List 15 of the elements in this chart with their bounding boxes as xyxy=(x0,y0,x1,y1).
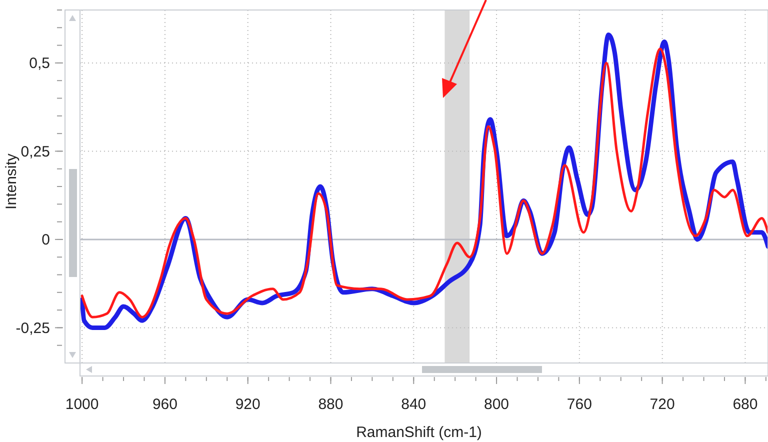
x-tick-label: 920 xyxy=(235,396,260,413)
x-tick-label: 720 xyxy=(650,396,675,413)
y-tick-label: 0,25 xyxy=(20,143,50,160)
x-tick-label: 800 xyxy=(484,396,510,413)
x-tick-label: 840 xyxy=(401,396,426,413)
x-tick-label: 880 xyxy=(318,396,344,413)
x-tick-label: 760 xyxy=(566,396,592,413)
y-tick-label: 0,5 xyxy=(29,55,50,72)
x-tick-label: 1000 xyxy=(65,396,99,413)
x-tick-label: 680 xyxy=(732,396,758,413)
y-tick-label: 0 xyxy=(42,232,50,249)
x-axis-title: RamanShift (cm-1) xyxy=(356,424,482,441)
y-tick-label: -0,25 xyxy=(16,320,50,337)
x-tick-label: 960 xyxy=(152,396,178,413)
y-axis-title: Intensity xyxy=(3,153,20,210)
